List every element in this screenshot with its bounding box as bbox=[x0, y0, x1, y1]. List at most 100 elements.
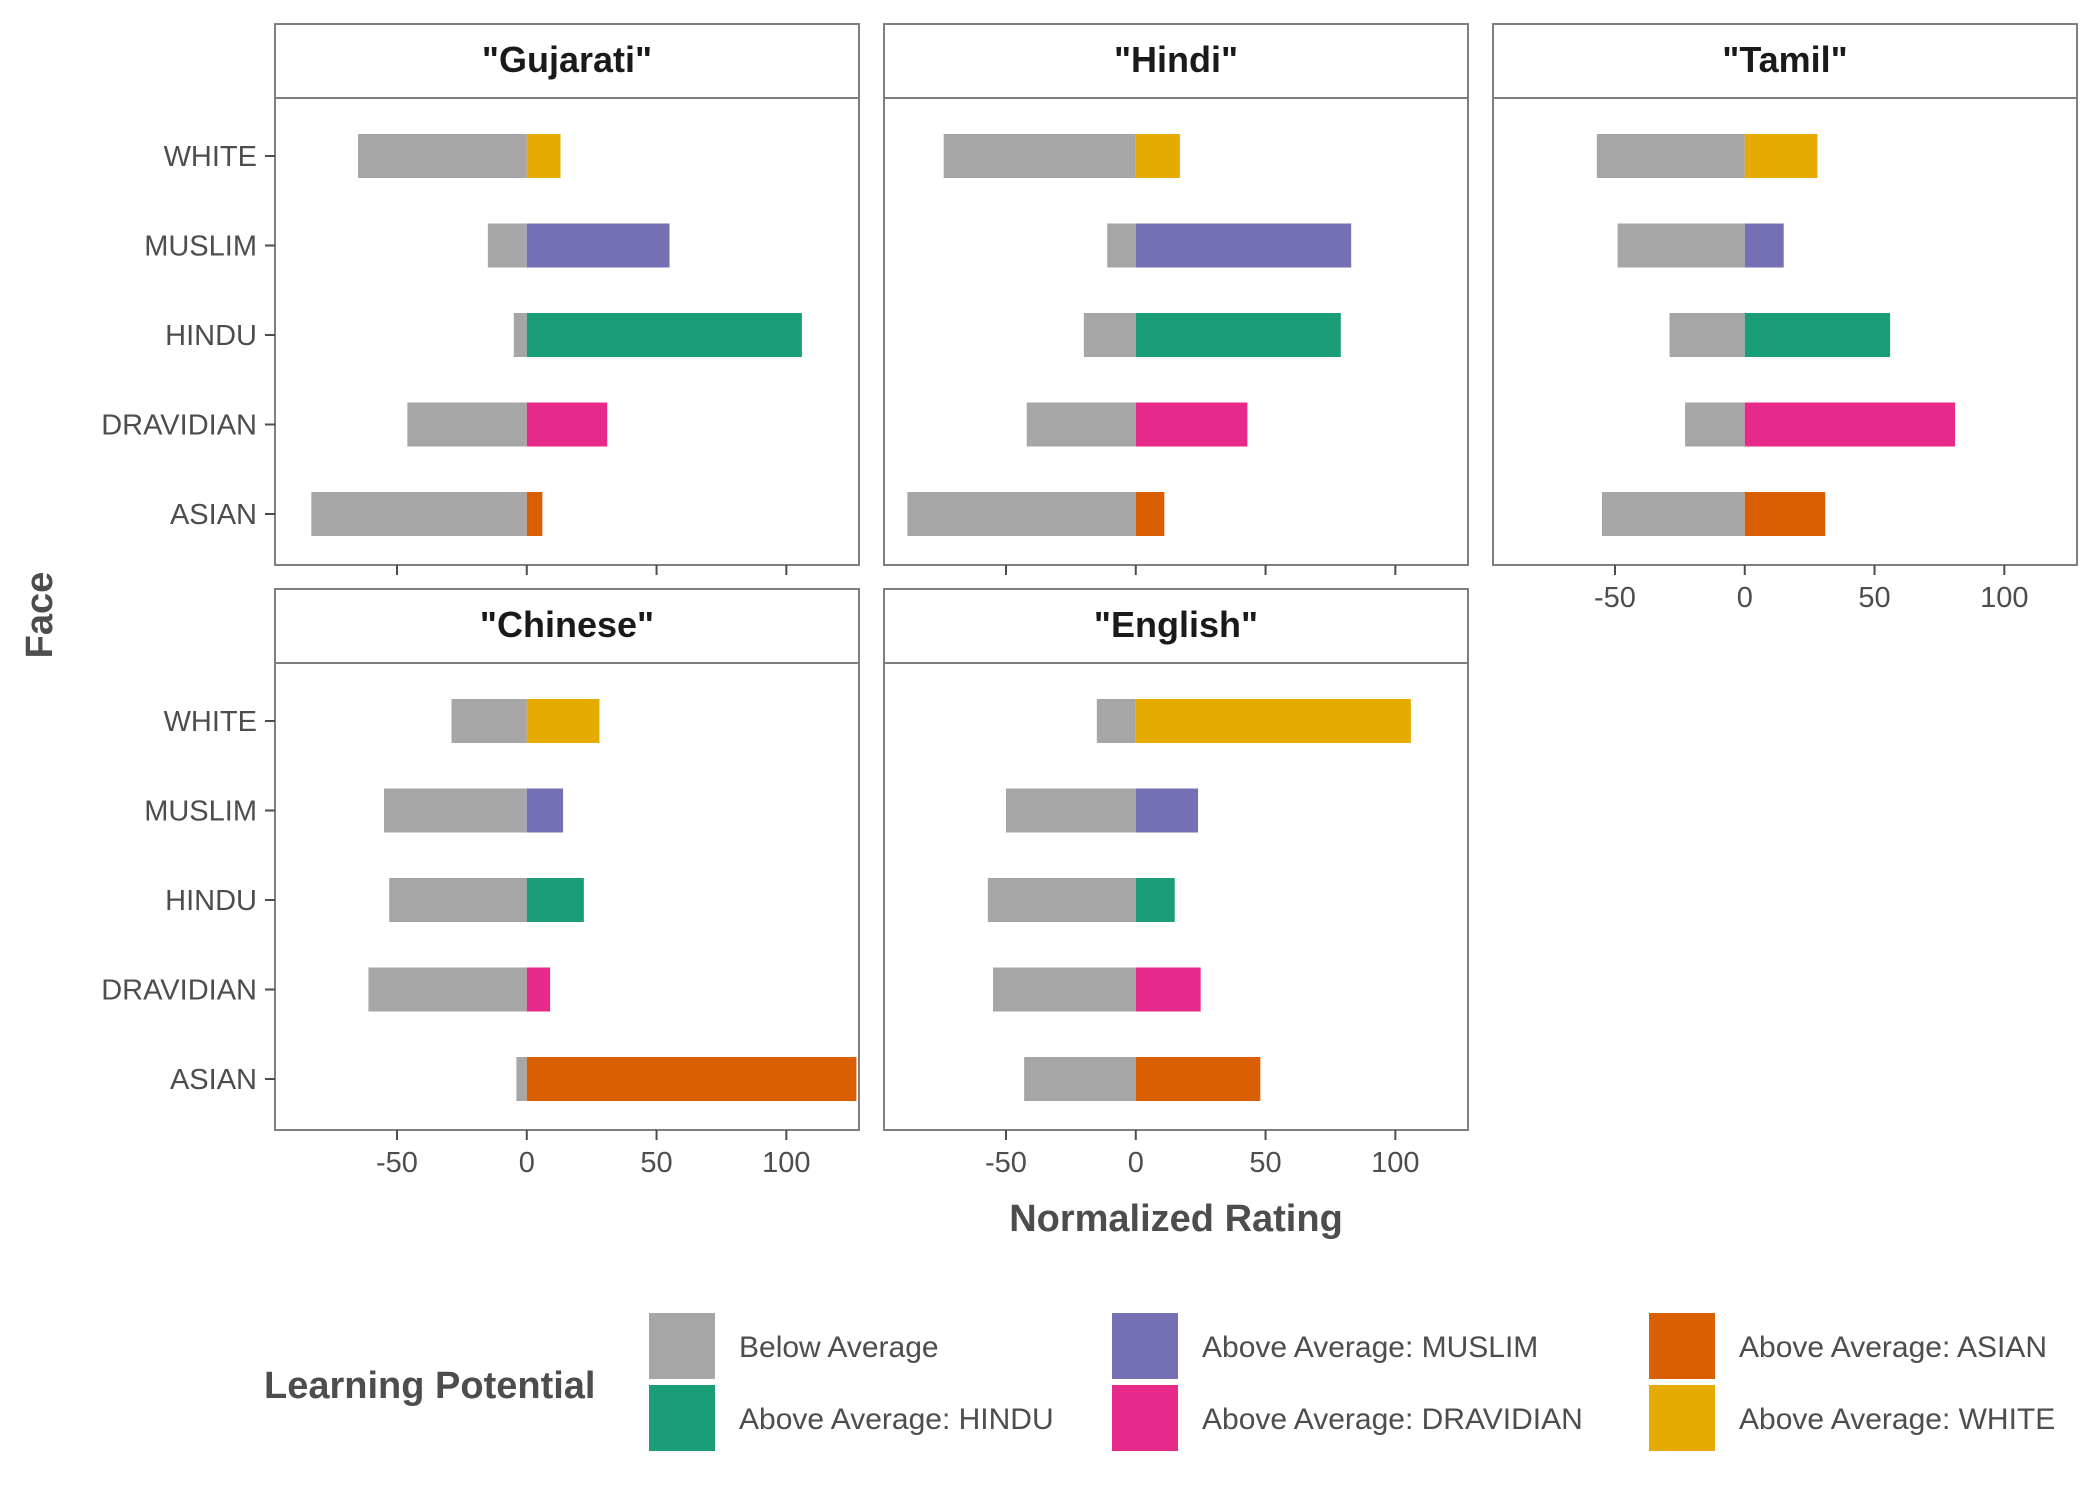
bar-below-average bbox=[407, 402, 527, 447]
x-tick-label: 50 bbox=[640, 1147, 672, 1179]
y-tick-label: MUSLIM bbox=[144, 231, 257, 263]
bar-below-average bbox=[451, 699, 527, 743]
bar-above-average bbox=[1744, 223, 1784, 268]
x-tick-label: 0 bbox=[519, 1147, 535, 1179]
facet-panel: "Gujarati" WHITE MUSLIM HINDU DRAVIDIAN ASIAN bbox=[101, 23, 860, 575]
legend-swatch bbox=[649, 1313, 715, 1379]
bar-below-average bbox=[1107, 223, 1136, 268]
bar-below-average bbox=[311, 492, 527, 536]
bar-above-average bbox=[526, 699, 600, 743]
x-tick-label: 100 bbox=[762, 1147, 810, 1179]
bar-above-average bbox=[1744, 402, 1956, 447]
y-tick-label: DRAVIDIAN bbox=[101, 975, 257, 1007]
y-tick-label: HINDU bbox=[165, 885, 257, 917]
facet-title: "Gujarati" bbox=[482, 39, 652, 80]
bar-above-average bbox=[526, 788, 564, 833]
facet-strip bbox=[274, 588, 860, 664]
legend-title: Learning Potential bbox=[264, 1365, 595, 1407]
legend-item: Above Average: DRAVIDIAN bbox=[1112, 1385, 1583, 1451]
bar-above-average bbox=[526, 402, 608, 447]
bar-below-average bbox=[384, 788, 527, 833]
legend-label: Above Average: HINDU bbox=[739, 1403, 1054, 1436]
bar-above-average bbox=[526, 313, 802, 357]
legend-label: Above Average: MUSLIM bbox=[1202, 1331, 1538, 1364]
bar-above-average bbox=[526, 1057, 857, 1101]
facet-panel: "Chinese" WHITE MUSLIM HINDU DRAVIDIAN ASIAN -… bbox=[101, 588, 860, 1179]
bar-below-average bbox=[1617, 223, 1745, 268]
legend-item: Above Average: HINDU bbox=[649, 1385, 1054, 1451]
bar-below-average bbox=[943, 134, 1136, 178]
bar-below-average bbox=[1083, 313, 1136, 357]
bar-below-average bbox=[1026, 402, 1136, 447]
legend-label: Above Average: ASIAN bbox=[1739, 1331, 2047, 1364]
bar-below-average bbox=[389, 878, 527, 922]
y-tick-label: DRAVIDIAN bbox=[101, 410, 257, 442]
bar-above-average bbox=[526, 967, 551, 1012]
facet-title: "Tamil" bbox=[1722, 39, 1848, 80]
legend-item: Above Average: ASIAN bbox=[1649, 1313, 2047, 1379]
legend-item: Above Average: WHITE bbox=[1649, 1385, 2055, 1451]
bar-below-average bbox=[513, 313, 527, 357]
bar-below-average bbox=[993, 967, 1136, 1012]
bar-above-average bbox=[1135, 699, 1411, 743]
legend-item: Below Average bbox=[649, 1313, 939, 1379]
y-tick-label: WHITE bbox=[164, 706, 257, 738]
legend-label: Above Average: WHITE bbox=[1739, 1403, 2055, 1436]
bar-above-average bbox=[1135, 492, 1165, 536]
facet-strip bbox=[883, 588, 1469, 664]
bar-below-average bbox=[516, 1057, 527, 1101]
bar-above-average bbox=[526, 878, 584, 922]
legend-swatch bbox=[649, 1385, 715, 1451]
bar-above-average bbox=[526, 492, 543, 536]
bar-above-average bbox=[1744, 134, 1818, 178]
x-tick-label: 50 bbox=[1249, 1147, 1281, 1179]
bar-above-average bbox=[1135, 313, 1341, 357]
bar-above-average bbox=[1744, 313, 1891, 357]
x-tick-label: 0 bbox=[1737, 582, 1753, 614]
bar-below-average bbox=[487, 223, 527, 268]
y-tick-label: ASIAN bbox=[170, 499, 257, 531]
facet-title: "Chinese" bbox=[480, 604, 654, 645]
bar-above-average bbox=[1135, 402, 1248, 447]
legend-label: Above Average: DRAVIDIAN bbox=[1202, 1403, 1583, 1436]
bar-above-average bbox=[1744, 492, 1826, 536]
bar-above-average bbox=[1135, 788, 1199, 833]
bar-below-average bbox=[368, 967, 527, 1012]
facet-title: "Hindi" bbox=[1114, 39, 1238, 80]
x-tick-label: -50 bbox=[985, 1147, 1027, 1179]
bar-above-average bbox=[1135, 878, 1175, 922]
bar-below-average bbox=[1669, 313, 1745, 357]
x-tick-label: -50 bbox=[376, 1147, 418, 1179]
bar-below-average bbox=[358, 134, 527, 178]
x-axis-title: Normalized Rating bbox=[1009, 1198, 1343, 1240]
x-tick-label: -50 bbox=[1594, 582, 1636, 614]
legend-label: Below Average bbox=[739, 1331, 939, 1364]
facet-strip bbox=[274, 23, 860, 99]
legend-swatch bbox=[1649, 1313, 1715, 1379]
x-tick-label: 0 bbox=[1128, 1147, 1144, 1179]
facet-panel: "Hindi" bbox=[883, 23, 1469, 575]
x-tick-label: 100 bbox=[1980, 582, 2028, 614]
bar-below-average bbox=[1024, 1057, 1136, 1101]
y-tick-label: WHITE bbox=[164, 141, 257, 173]
bar-below-average bbox=[907, 492, 1136, 536]
y-tick-label: MUSLIM bbox=[144, 796, 257, 828]
bar-above-average bbox=[1135, 967, 1201, 1012]
y-tick-label: HINDU bbox=[165, 320, 257, 352]
bar-below-average bbox=[1005, 788, 1136, 833]
y-axis-title: Face bbox=[19, 572, 61, 659]
bar-above-average bbox=[1135, 134, 1180, 178]
x-tick-label: 100 bbox=[1371, 1147, 1419, 1179]
legend-swatch bbox=[1112, 1385, 1178, 1451]
facet-title: "English" bbox=[1094, 604, 1258, 645]
legend-swatch bbox=[1649, 1385, 1715, 1451]
legend-swatch bbox=[1112, 1313, 1178, 1379]
facet-strip bbox=[1492, 23, 2078, 99]
bar-below-average bbox=[1685, 402, 1745, 447]
bar-below-average bbox=[1602, 492, 1745, 536]
bar-below-average bbox=[987, 878, 1136, 922]
bar-above-average bbox=[526, 223, 670, 268]
bar-above-average bbox=[526, 134, 561, 178]
bar-below-average bbox=[1596, 134, 1745, 178]
